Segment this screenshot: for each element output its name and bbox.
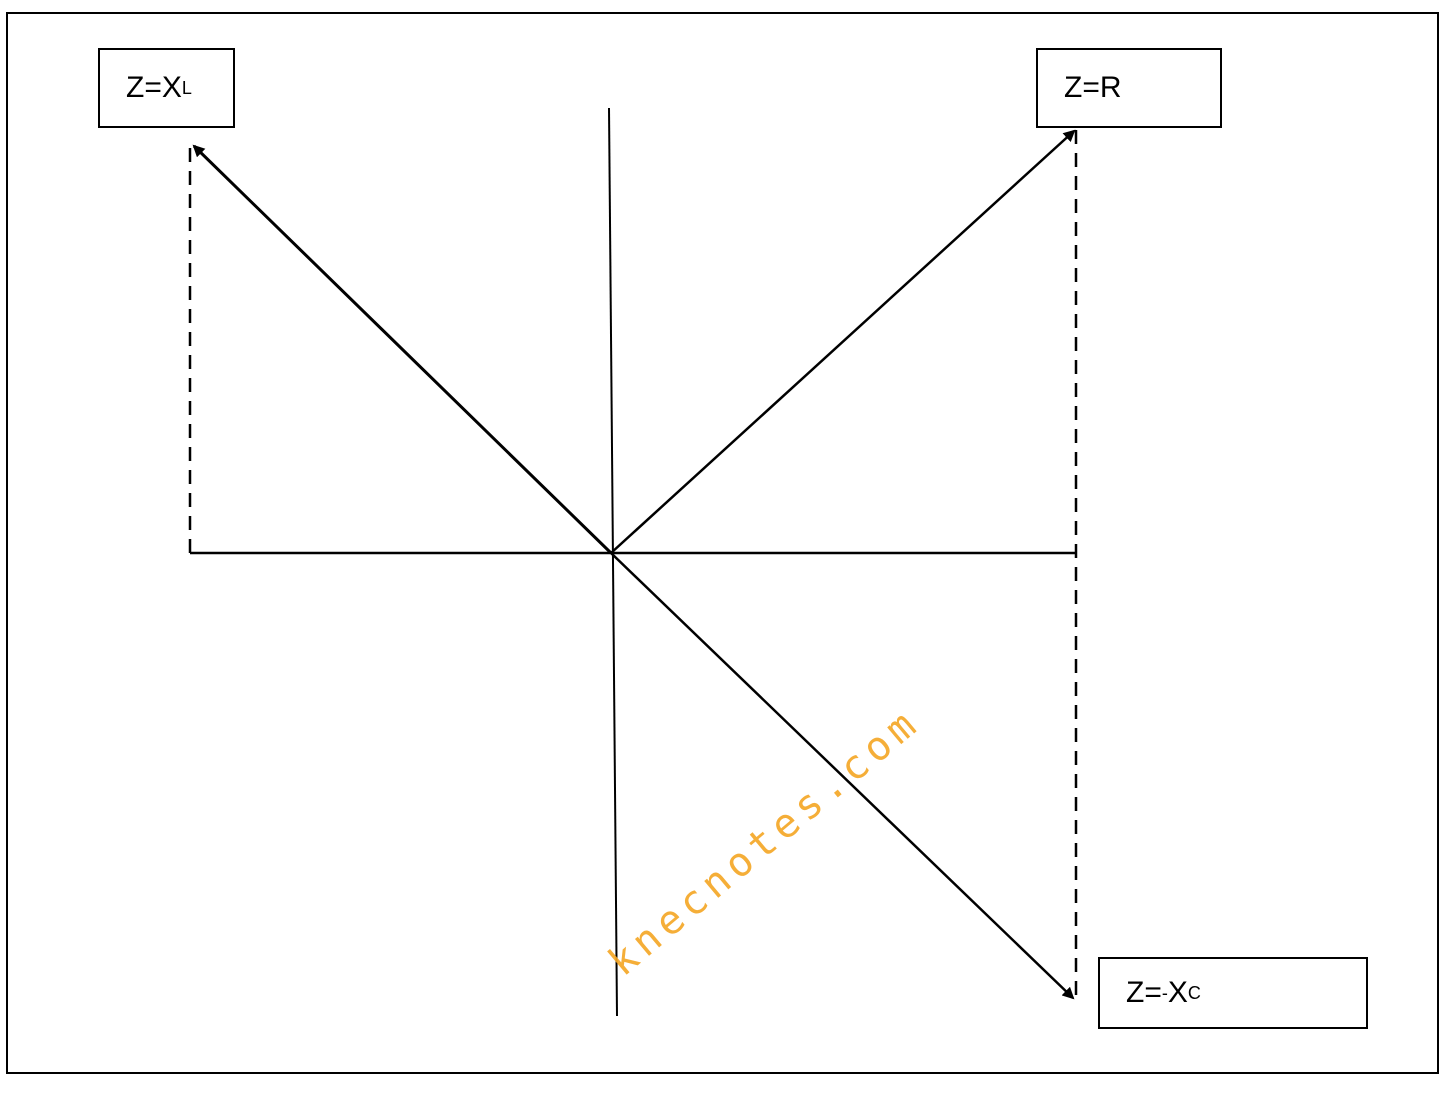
phasor-arrow-xl (192, 144, 613, 555)
label-capacitive-symbol: X (1167, 976, 1188, 1009)
vertical-axis (608, 107, 618, 1017)
outer-frame (6, 12, 1439, 1074)
phasor-arrow-r (610, 129, 1076, 554)
label-inductive-prefix: Z= (126, 71, 162, 104)
phasor-arrow-xc (610, 552, 1075, 1000)
label-resistive-text: Z=R (1064, 71, 1122, 104)
label-capacitive-prefix: Z= (1126, 976, 1162, 1009)
label-box-capacitive: Z= - X C (1098, 957, 1368, 1029)
label-inductive-symbol: X (161, 71, 182, 104)
label-box-resistive: Z=R (1036, 48, 1222, 128)
